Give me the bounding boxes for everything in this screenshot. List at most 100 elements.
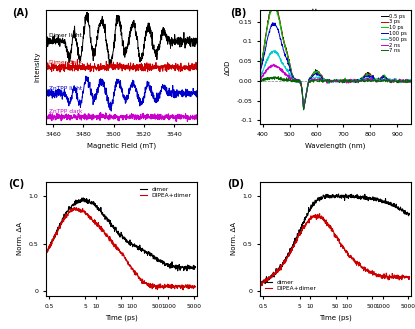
dimer — [296, 232, 301, 236]
7 ns — [408, 80, 413, 84]
Line: DIPEA+dimer: DIPEA+dimer — [260, 214, 410, 286]
500 ps — [359, 77, 364, 81]
500 ps — [299, 84, 304, 88]
DIPEA+dimer — [358, 264, 363, 267]
DIPEA+dimer — [43, 254, 48, 258]
10 ps — [301, 106, 306, 110]
DIPEA+dimer — [296, 232, 301, 236]
X-axis label: Wavelength (nm): Wavelength (nm) — [305, 142, 366, 149]
dimer — [358, 194, 363, 198]
2 ns — [299, 85, 304, 89]
100 ps — [274, 25, 279, 29]
dimer — [193, 265, 198, 268]
dimer — [81, 196, 85, 200]
10 ps — [408, 79, 413, 83]
dimer — [284, 258, 289, 262]
dimer — [156, 258, 161, 262]
0.5 ps — [322, 77, 327, 81]
Text: Dimer dark: Dimer dark — [49, 60, 82, 64]
3 ps — [274, 9, 279, 13]
100 ps — [330, 79, 335, 83]
Text: (D): (D) — [227, 179, 244, 189]
3 ps — [301, 108, 306, 112]
10 ps — [322, 77, 327, 81]
2 ns — [408, 79, 413, 83]
DIPEA+dimer — [132, 269, 137, 273]
X-axis label: Time (ps): Time (ps) — [319, 314, 352, 321]
2 ns — [322, 79, 327, 83]
DIPEA+dimer — [111, 242, 116, 246]
7 ns — [274, 77, 279, 81]
DIPEA+dimer — [143, 281, 148, 285]
DIPEA+dimer — [284, 257, 289, 261]
DIPEA+dimer — [70, 209, 75, 213]
2 ns — [364, 78, 369, 82]
10 ps — [299, 85, 304, 89]
100 ps — [299, 84, 304, 88]
dimer — [70, 203, 75, 207]
100 ps — [301, 107, 306, 111]
2 ns — [359, 79, 364, 83]
0.5 ps — [274, 8, 279, 12]
Line: 500 ps: 500 ps — [260, 50, 411, 109]
dimer — [370, 195, 375, 199]
DIPEA+dimer — [326, 224, 331, 228]
7 ns — [257, 78, 262, 82]
7 ns — [359, 79, 364, 83]
Y-axis label: Norm. ΔA: Norm. ΔA — [17, 222, 23, 255]
DIPEA+dimer — [257, 283, 262, 287]
DIPEA+dimer — [156, 286, 161, 290]
Line: dimer: dimer — [260, 194, 410, 286]
dimer — [407, 212, 412, 216]
3 ps — [408, 78, 413, 82]
dimer — [257, 284, 262, 288]
dimer — [43, 254, 48, 258]
2 ns — [330, 79, 335, 83]
2 ns — [271, 62, 276, 66]
Legend: 0.5 ps, 3 ps, 10 ps, 100 ps, 500 ps, 2 ns, 7 ns: 0.5 ps, 3 ps, 10 ps, 100 ps, 500 ps, 2 n… — [380, 13, 408, 54]
7 ns — [273, 75, 278, 79]
Line: 0.5 ps: 0.5 ps — [260, 5, 411, 109]
DIPEA+dimer — [181, 288, 186, 292]
Text: ZnTPP light: ZnTPP light — [49, 86, 82, 90]
Text: (A): (A) — [12, 8, 29, 17]
DIPEA+dimer — [193, 285, 198, 289]
100 ps — [408, 79, 413, 83]
7 ns — [322, 79, 327, 83]
3 ps — [271, 3, 276, 7]
Text: ZnTPP dark: ZnTPP dark — [49, 110, 82, 114]
Line: 7 ns: 7 ns — [260, 77, 411, 110]
Y-axis label: ΔOD: ΔOD — [225, 60, 231, 75]
3 ps — [359, 77, 364, 81]
dimer — [325, 194, 330, 198]
X-axis label: Magnetic Field (mT): Magnetic Field (mT) — [87, 142, 156, 149]
500 ps — [364, 77, 369, 81]
dimer — [82, 200, 87, 204]
Line: 3 ps: 3 ps — [260, 5, 411, 110]
0.5 ps — [330, 80, 335, 84]
dimer — [336, 192, 341, 196]
0.5 ps — [408, 79, 413, 83]
500 ps — [257, 76, 262, 80]
dimer — [132, 242, 137, 246]
7 ns — [330, 79, 335, 83]
500 ps — [408, 78, 413, 82]
3 ps — [322, 77, 327, 81]
10 ps — [330, 78, 335, 82]
10 ps — [274, 9, 279, 13]
100 ps — [359, 78, 364, 82]
0.5 ps — [301, 107, 306, 111]
Legend: dimer, DIPEA+dimer: dimer, DIPEA+dimer — [263, 277, 319, 293]
0.5 ps — [299, 84, 304, 88]
10 ps — [364, 75, 369, 79]
Text: (C): (C) — [8, 179, 24, 189]
Line: 100 ps: 100 ps — [260, 23, 411, 109]
Text: Dimer light: Dimer light — [49, 34, 81, 38]
7 ns — [364, 79, 369, 83]
DIPEA+dimer — [82, 209, 87, 213]
3 ps — [299, 83, 304, 87]
0.5 ps — [272, 3, 277, 7]
X-axis label: Time (ps): Time (ps) — [105, 314, 137, 321]
2 ns — [274, 65, 279, 69]
100 ps — [271, 21, 276, 25]
